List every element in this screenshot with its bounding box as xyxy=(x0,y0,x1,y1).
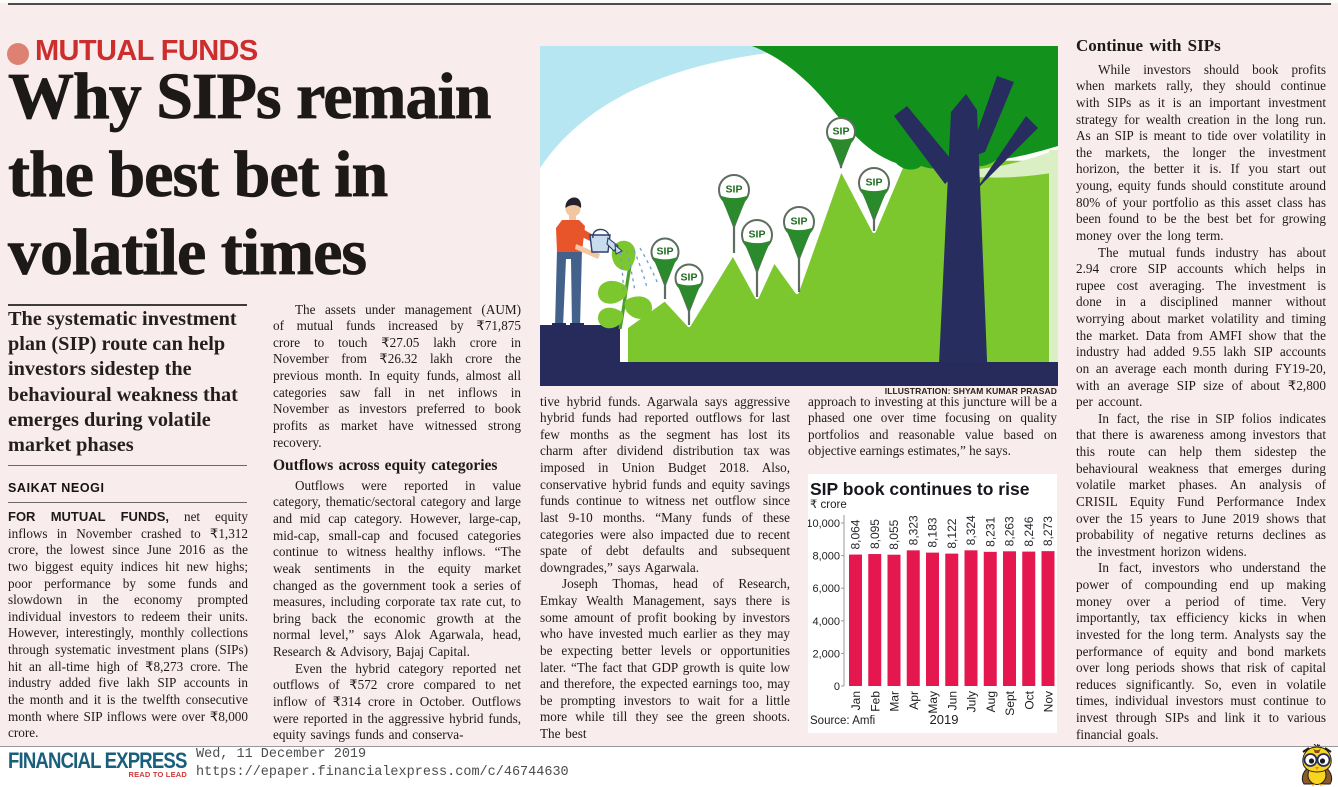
svg-text:SIP: SIP xyxy=(833,126,850,138)
svg-text:8,064: 8,064 xyxy=(849,519,863,549)
svg-text:10,000: 10,000 xyxy=(808,518,840,530)
svg-text:8,323: 8,323 xyxy=(906,515,920,545)
svg-text:0: 0 xyxy=(834,681,840,693)
svg-text:SIP book continues to rise: SIP book continues to rise xyxy=(810,479,1030,499)
svg-text:8,324: 8,324 xyxy=(964,515,978,545)
svg-text:8,263: 8,263 xyxy=(1003,516,1017,546)
svg-text:8,000: 8,000 xyxy=(812,551,840,563)
svg-text:8,231: 8,231 xyxy=(983,516,997,546)
svg-text:SIP: SIP xyxy=(681,272,698,284)
svg-text:SIP: SIP xyxy=(749,229,766,241)
svg-text:Jan: Jan xyxy=(849,691,863,710)
svg-text:Feb: Feb xyxy=(868,691,882,712)
svg-text:Source: Amfi: Source: Amfi xyxy=(810,715,875,727)
svg-text:Nov: Nov xyxy=(1042,691,1056,712)
svg-text:4,000: 4,000 xyxy=(812,616,840,628)
svg-text:8,095: 8,095 xyxy=(868,519,882,549)
svg-text:Sept: Sept xyxy=(1003,690,1017,715)
svg-text:8,246: 8,246 xyxy=(1022,516,1036,546)
svg-text:SIP: SIP xyxy=(791,216,808,228)
svg-text:Mar: Mar xyxy=(888,691,902,712)
svg-text:Oct: Oct xyxy=(1022,690,1036,709)
svg-text:Jun: Jun xyxy=(945,691,959,710)
svg-text:July: July xyxy=(965,691,979,712)
svg-text:8,183: 8,183 xyxy=(926,517,940,547)
svg-text:SIP: SIP xyxy=(657,246,674,258)
svg-text:May: May xyxy=(926,691,940,714)
svg-text:8,122: 8,122 xyxy=(945,518,959,548)
svg-text:8,273: 8,273 xyxy=(1041,516,1055,546)
svg-text:6,000: 6,000 xyxy=(812,583,840,595)
svg-text:SIP: SIP xyxy=(866,177,883,189)
svg-text:8,055: 8,055 xyxy=(887,519,901,549)
svg-text:SIP: SIP xyxy=(726,184,743,196)
svg-text:2019: 2019 xyxy=(930,712,959,727)
svg-text:₹ crore: ₹ crore xyxy=(810,499,847,511)
svg-text:2,000: 2,000 xyxy=(812,648,840,660)
svg-text:Aug: Aug xyxy=(984,691,998,712)
svg-text:Apr: Apr xyxy=(907,691,921,710)
